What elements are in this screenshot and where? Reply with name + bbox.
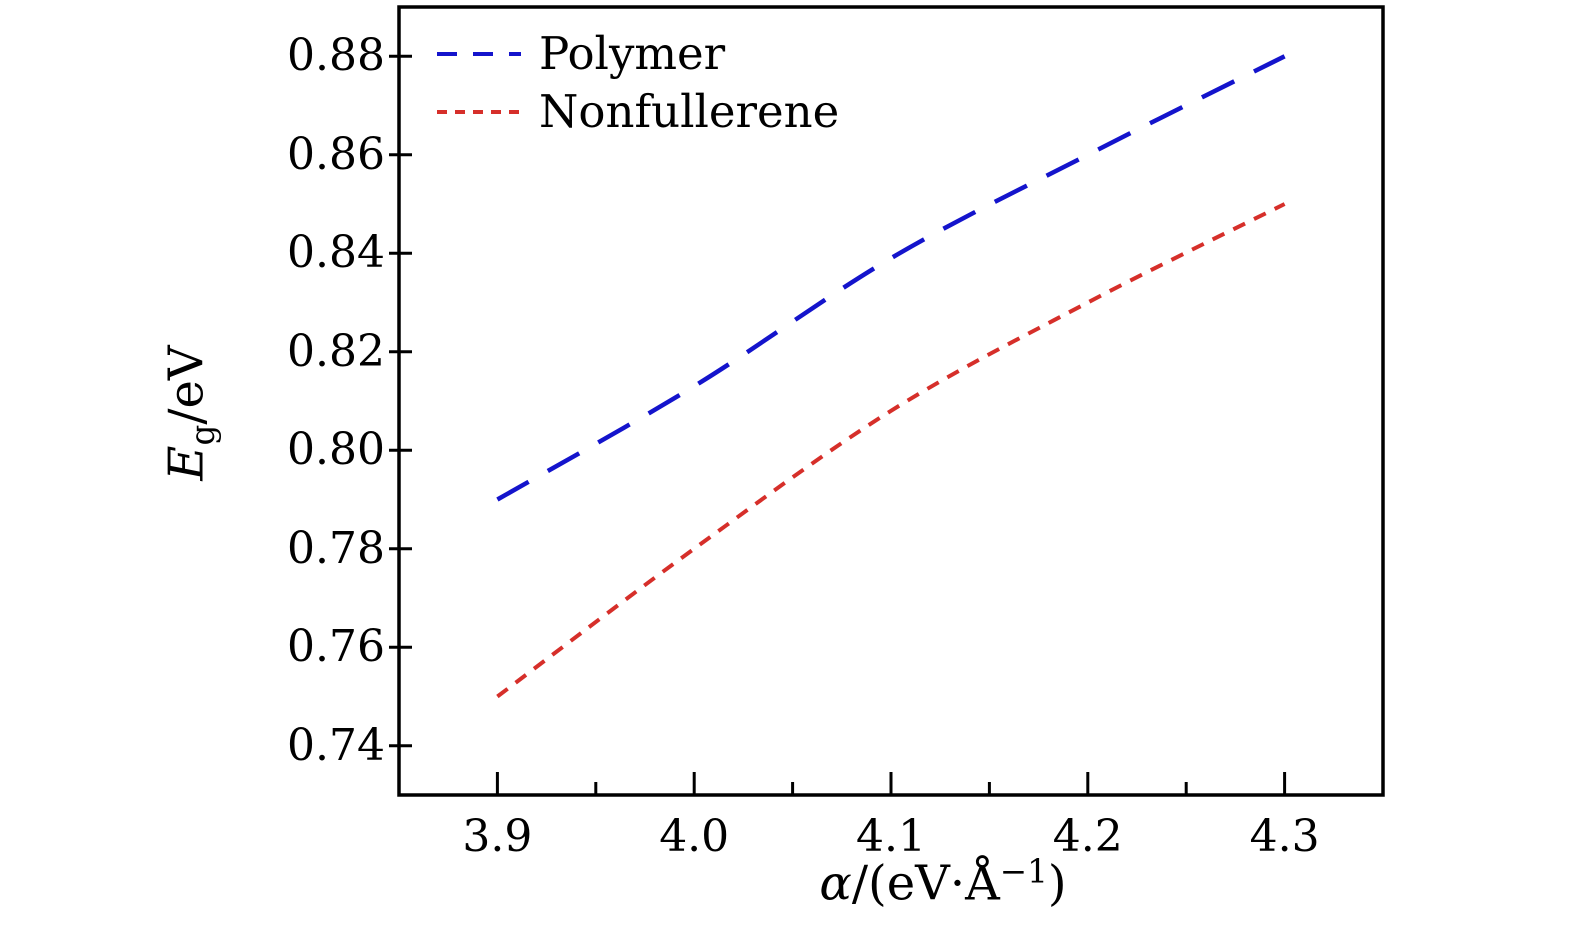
x-tick-label: 4.2: [1052, 811, 1123, 862]
y-tick-label: 0.78: [287, 522, 385, 574]
series-line-nonfullerene: [496, 202, 1286, 699]
x-axis-title: α/(eV·Å−1): [819, 853, 1066, 912]
x-axis-units-close: ): [1047, 855, 1067, 912]
x-tick-label: 4.3: [1249, 811, 1320, 862]
x-tick-label: 4.0: [659, 811, 730, 862]
plot-frame: [397, 5, 1385, 797]
x-axis-exponent: −1: [999, 852, 1048, 891]
y-tick-label: 0.82: [287, 325, 385, 377]
x-axis-units: /(eV·Å: [851, 855, 1000, 912]
legend: Polymer Nonfullerene: [437, 25, 839, 141]
legend-entry-nonfullerene: Nonfullerene: [437, 83, 839, 141]
x-axis-variable: α: [819, 855, 852, 912]
legend-line-sample: [437, 52, 521, 56]
y-tick-label: 0.86: [287, 128, 385, 180]
y-axis-variable: E: [158, 445, 215, 481]
series-line-polymer: [496, 54, 1286, 502]
y-tick-label: 0.84: [287, 227, 385, 279]
legend-label: Nonfullerene: [539, 85, 840, 138]
y-axis-title: Eg/eV: [159, 345, 222, 480]
x-tick-label: 3.9: [462, 811, 533, 862]
y-tick-label: 0.76: [287, 621, 385, 673]
legend-label: Polymer: [539, 27, 726, 80]
legend-line-sample: [437, 110, 521, 114]
y-axis-units: /eV: [158, 345, 215, 425]
y-tick-label: 0.88: [287, 30, 385, 82]
y-tick-label: 0.80: [287, 424, 385, 476]
y-axis-subscript: g: [183, 424, 222, 446]
y-tick-label: 0.74: [287, 719, 385, 771]
x-tick-label: 4.1: [856, 811, 926, 862]
legend-entry-polymer: Polymer: [437, 25, 839, 83]
